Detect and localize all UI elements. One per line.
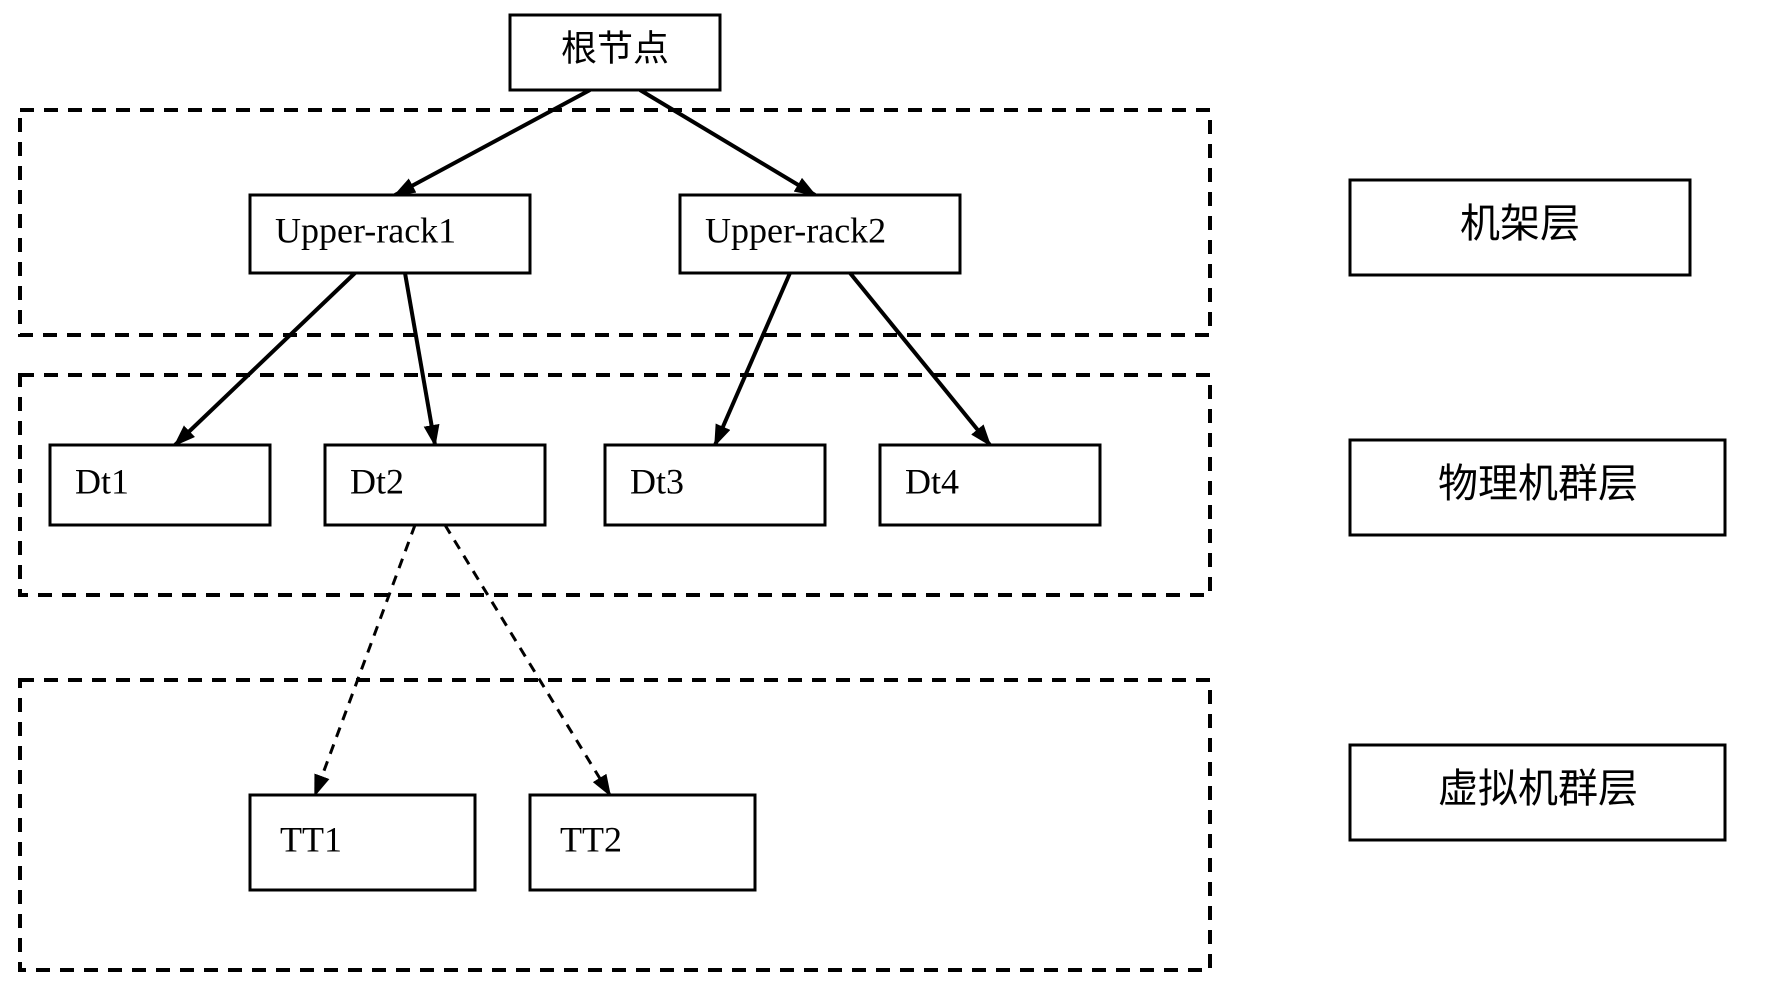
- node-label-dt4: Dt4: [905, 461, 959, 501]
- edge-root-1: [640, 90, 815, 195]
- edge-dt2-6: [315, 525, 415, 795]
- edge-dt2-7: [445, 525, 610, 795]
- node-label-dt2: Dt2: [350, 461, 404, 501]
- layer-box-rack: [20, 110, 1210, 335]
- node-label-dt3: Dt3: [630, 461, 684, 501]
- layer-label-virtual: 虚拟机群层: [1438, 766, 1638, 811]
- node-label-tt1: TT1: [280, 819, 342, 859]
- node-label-root: 根节点: [561, 28, 669, 68]
- layer-label-physical: 物理机群层: [1438, 461, 1638, 506]
- node-label-dt1: Dt1: [75, 461, 129, 501]
- edge-root-0: [395, 90, 590, 195]
- layer-label-rack: 机架层: [1460, 201, 1580, 246]
- edge-ur1-3: [405, 273, 435, 445]
- edge-ur2-5: [850, 273, 990, 445]
- node-label-ur1: Upper-rack1: [275, 210, 456, 250]
- tree-diagram: 根节点 Upper-rack1 Upper-rack2 Dt1 Dt2 Dt3 Dt4 TT1…: [0, 0, 1786, 982]
- node-label-tt2: TT2: [560, 819, 622, 859]
- edge-ur1-2: [175, 273, 355, 445]
- edge-ur2-4: [715, 273, 790, 445]
- node-label-ur2: Upper-rack2: [705, 210, 886, 250]
